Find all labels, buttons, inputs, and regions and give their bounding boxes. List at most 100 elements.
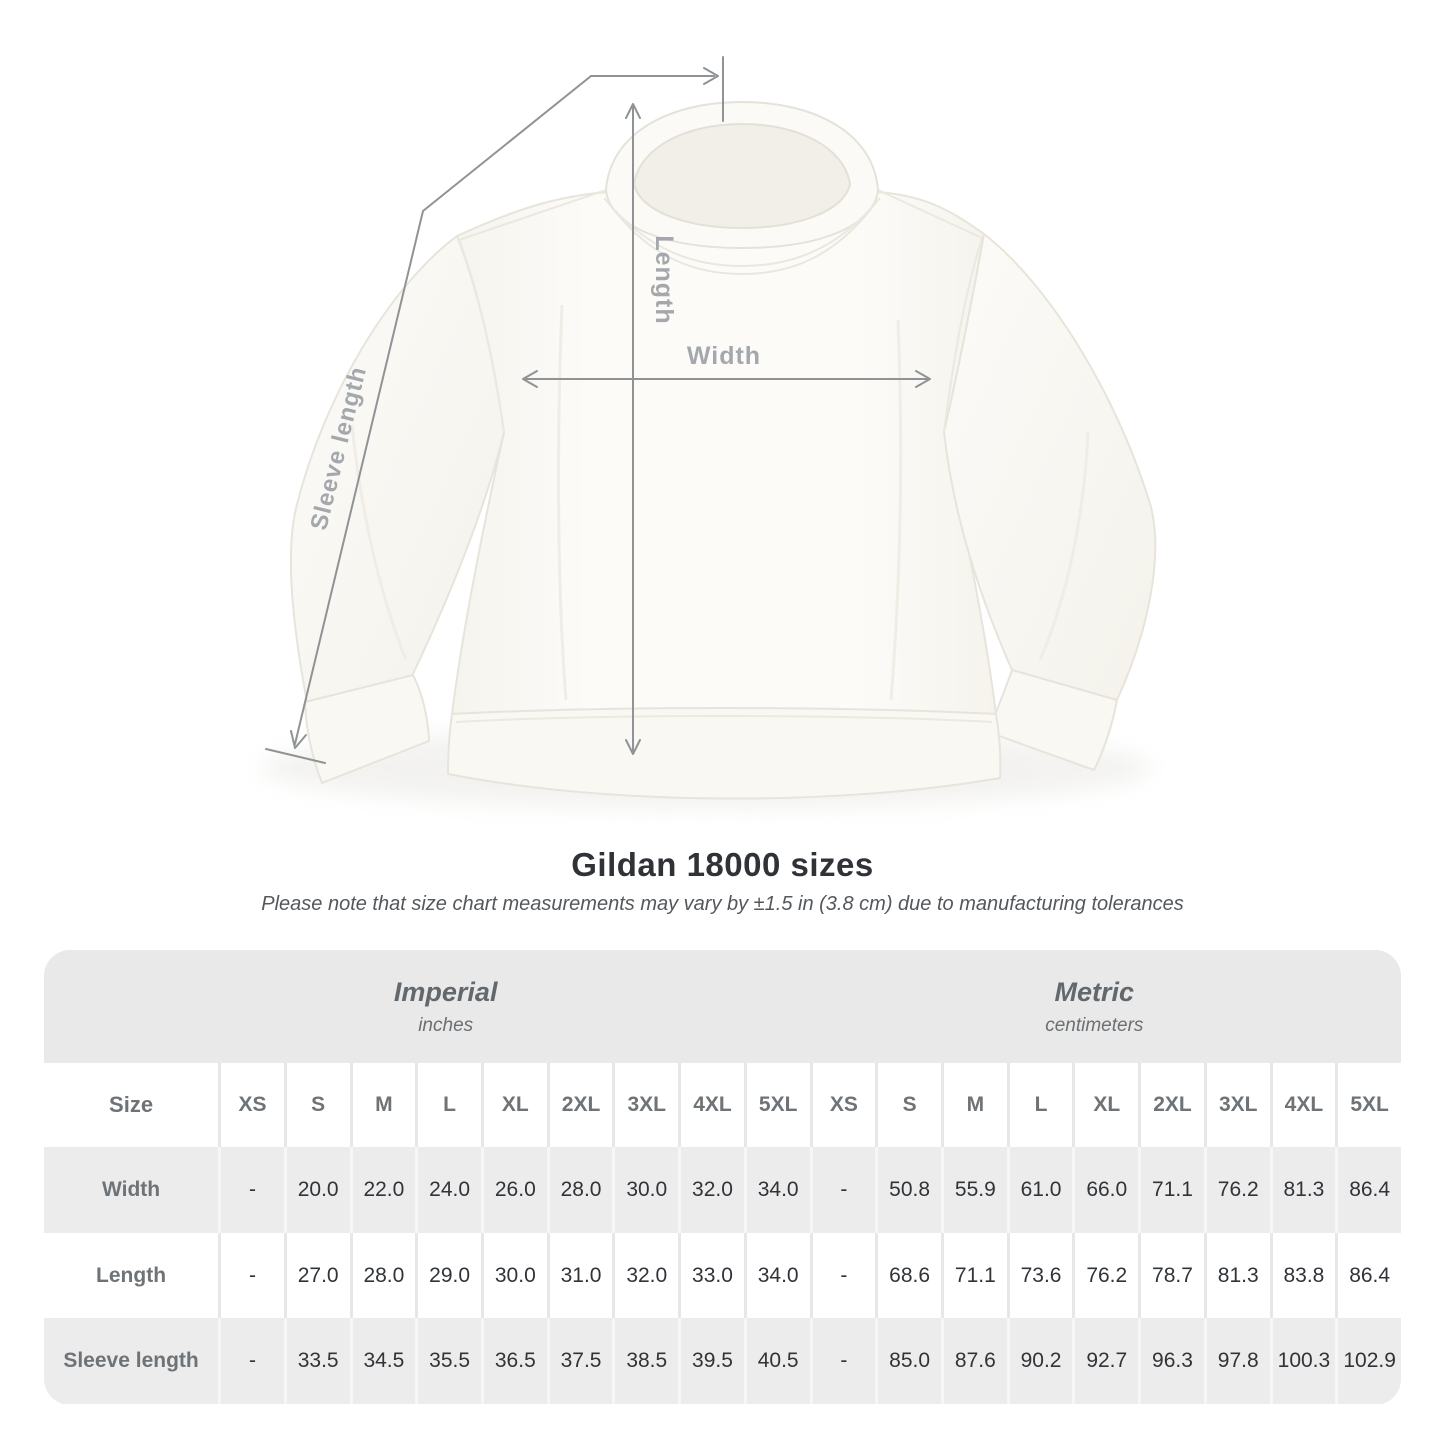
row-label: Width: [101, 1178, 161, 1201]
value-cell: 68.6: [875, 1233, 941, 1318]
size-header-imperial-m: M: [349, 1063, 416, 1147]
row-label: Length: [96, 1263, 167, 1287]
width-label: Width: [687, 342, 761, 370]
size-column-header: Size: [109, 1092, 154, 1117]
value-cell: 71.1: [940, 1233, 1007, 1318]
value-cell: 30.0: [612, 1147, 678, 1233]
imperial-subtitle: inches: [418, 1014, 474, 1036]
value-cell: 83.8: [1269, 1233, 1336, 1318]
value-cell: -: [809, 1233, 876, 1318]
value-cell: 36.5: [480, 1318, 547, 1404]
value-cell: 30.0: [480, 1233, 547, 1318]
value-cell: 81.3: [1269, 1147, 1336, 1233]
size-header-metric-5xl: 5XL: [1335, 1063, 1401, 1147]
value-cell: 28.0: [546, 1147, 613, 1233]
length-arrowhead-top: [625, 103, 641, 119]
sweatshirt-left-cuff: [304, 674, 430, 784]
metric-subtitle: centimeters: [1045, 1014, 1144, 1036]
sweatshirt-body: [451, 186, 997, 715]
width-arrowhead-left: [522, 370, 538, 388]
dimension-lines: [265, 56, 931, 764]
metric-unit-header: Metric centimeters: [1045, 977, 1143, 1037]
value-cell: -: [809, 1147, 876, 1233]
sleeve-end-tick: [265, 748, 326, 764]
sleeve-length-line: [294, 75, 592, 745]
size-header-metric-s: S: [875, 1063, 941, 1147]
size-header-metric-xl: XL: [1072, 1063, 1138, 1147]
table-row-width: Width -20.0 22.0 24.0 26.0 28.0 30.0 32.0 34.0-5…: [44, 1147, 1401, 1233]
size-header-metric-2xl: 2XL: [1138, 1063, 1204, 1147]
size-header-imperial-s: S: [283, 1063, 350, 1147]
size-header-imperial-2xl: 2XL: [546, 1063, 613, 1147]
value-cell: 102.9: [1335, 1318, 1401, 1404]
value-cell: -: [218, 1318, 284, 1404]
sweatshirt-waistband: [447, 707, 1002, 800]
size-header-metric-xs: XS: [809, 1063, 876, 1147]
value-cell: 85.0: [875, 1318, 941, 1404]
value-cell: 71.1: [1138, 1147, 1204, 1233]
value-cell: 97.8: [1203, 1318, 1270, 1404]
imperial-unit-header: Imperial inches: [394, 977, 498, 1037]
value-cell: 76.2: [1203, 1147, 1270, 1233]
value-cell: 87.6: [940, 1318, 1007, 1404]
tolerance-note: Please note that size chart measurements…: [261, 893, 1184, 915]
size-header-row: Size XS S M L XL 2XL 3XL 4XL 5XL XS S M L XL 2XL 3XL 4XL 5…: [44, 1063, 1401, 1147]
value-cell: 33.0: [678, 1233, 744, 1318]
value-cell: 76.2: [1072, 1233, 1138, 1318]
size-header-metric-4xl: 4XL: [1269, 1063, 1336, 1147]
size-header-imperial-xl: XL: [480, 1063, 547, 1147]
value-cell: 50.8: [875, 1147, 941, 1233]
sleeve-length-arrowhead: [290, 730, 307, 749]
garment-seams: [458, 189, 983, 433]
value-cell: 31.0: [546, 1233, 613, 1318]
value-cell: 32.0: [612, 1233, 678, 1318]
value-cell: 61.0: [1006, 1147, 1073, 1233]
value-cell: 73.6: [1006, 1233, 1073, 1318]
length-label: Length: [650, 235, 678, 324]
sweatshirt-right-cuff: [987, 669, 1118, 771]
value-cell: 100.3: [1269, 1318, 1336, 1404]
value-cell: 34.0: [743, 1233, 810, 1318]
value-cell: 55.9: [940, 1147, 1007, 1233]
value-cell: 35.5: [415, 1318, 481, 1404]
value-cell: 34.0: [743, 1147, 810, 1233]
size-header-metric-m: M: [940, 1063, 1007, 1147]
size-header-imperial-l: L: [415, 1063, 481, 1147]
size-header-imperial-4xl: 4XL: [678, 1063, 744, 1147]
value-cell: -: [218, 1147, 284, 1233]
value-cell: 37.5: [546, 1318, 613, 1404]
row-label: Sleeve length: [63, 1349, 199, 1372]
metric-title: Metric: [1054, 976, 1135, 1007]
table-row-length: Length -27.0 28.0 29.0 30.0 31.0 32.0 33.0 34.0-…: [44, 1233, 1401, 1318]
value-cell: 78.7: [1138, 1233, 1204, 1318]
value-cell: 96.3: [1138, 1318, 1204, 1404]
value-cell: 22.0: [349, 1147, 416, 1233]
value-cell: 33.5: [283, 1318, 350, 1404]
value-cell: 38.5: [612, 1318, 678, 1404]
collar-opening: [632, 122, 852, 230]
length-arrowhead-bottom: [625, 739, 641, 755]
size-header-imperial-5xl: 5XL: [743, 1063, 810, 1147]
value-cell: -: [218, 1233, 284, 1318]
value-cell: 27.0: [283, 1233, 350, 1318]
sweatshirt-measurement-figure: Length Width Sleeve length: [261, 56, 1157, 808]
table-row-sleeve-length: Sleeve length -33.5 34.5 35.5 36.5 37.5 38.5 39…: [44, 1318, 1401, 1404]
value-cell: 92.7: [1072, 1318, 1138, 1404]
size-header-imperial-xs: XS: [218, 1063, 284, 1147]
collar-stitching: [603, 197, 881, 276]
value-cell: 34.5: [349, 1318, 416, 1404]
unit-header-band: Imperial inches Metric centimeters: [44, 950, 1401, 1063]
top-measure-arrowhead: [703, 67, 719, 85]
width-arrowhead-right: [915, 370, 931, 388]
value-cell: 39.5: [678, 1318, 744, 1404]
value-cell: 20.0: [283, 1147, 350, 1233]
value-cell: 29.0: [415, 1233, 481, 1318]
value-cell: -: [809, 1318, 876, 1404]
value-cell: 86.4: [1335, 1233, 1401, 1318]
size-chart-table: Imperial inches Metric centimeters Size X…: [44, 950, 1401, 1405]
value-cell: 40.5: [743, 1318, 810, 1404]
value-cell: 28.0: [349, 1233, 416, 1318]
value-cell: 24.0: [415, 1147, 481, 1233]
waistband-seam: [455, 715, 993, 723]
